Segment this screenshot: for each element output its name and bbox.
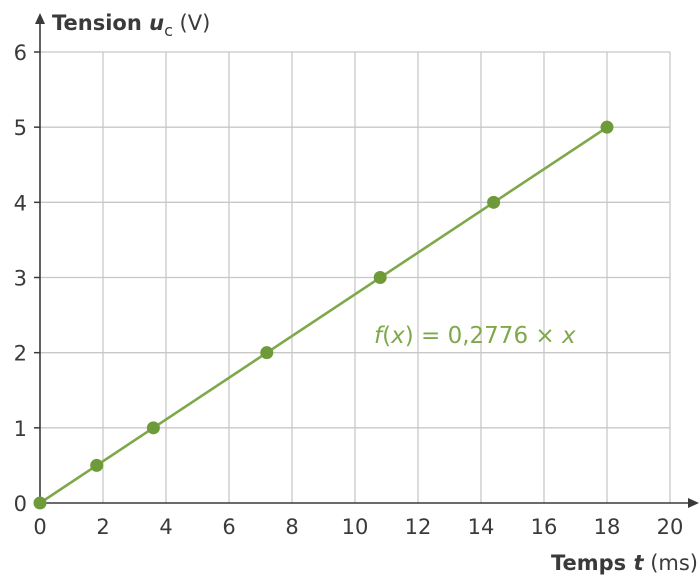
equation-close-paren: ) (405, 323, 414, 349)
x-axis-unit: (ms) (644, 551, 698, 575)
y-axis-title-text: Tension (52, 11, 149, 35)
x-tick-label: 18 (594, 515, 621, 539)
data-points (33, 120, 614, 510)
y-tick-label: 2 (14, 342, 27, 366)
data-point (373, 271, 387, 284)
x-tick-label: 12 (405, 515, 432, 539)
data-point (600, 120, 614, 134)
y-axis-subscript: c (164, 21, 173, 40)
x-tick-label: 20 (657, 515, 684, 539)
data-point (33, 496, 47, 510)
y-axis-arrow (35, 13, 45, 24)
equation-rest: = 0,2776 × (414, 323, 562, 349)
fit-line-group (38, 126, 609, 505)
x-axis-title-text: Temps (551, 551, 634, 575)
data-point (260, 346, 274, 360)
equation-f: f (374, 323, 385, 349)
fit-equation: f(x) = 0,2776 × x (374, 323, 576, 349)
y-tick-label: 0 (14, 492, 27, 516)
fit-line (38, 126, 609, 505)
x-axis-title: Temps t (ms) (551, 551, 698, 575)
axes (34, 13, 699, 509)
x-tick-label: 10 (342, 515, 369, 539)
y-tick-label: 3 (14, 267, 27, 291)
x-tick-label: 4 (159, 515, 172, 539)
data-point (90, 458, 104, 472)
y-axis-title: Tension uc (V) (52, 11, 210, 40)
data-point (146, 421, 160, 435)
y-tick-label: 4 (14, 191, 27, 215)
equation-x2: x (561, 323, 576, 349)
x-tick-label: 16 (531, 515, 558, 539)
x-axis-variable: t (633, 551, 644, 575)
y-axis-variable: u (149, 11, 164, 35)
x-tick-label: 8 (285, 515, 298, 539)
y-tick-label: 1 (14, 417, 27, 441)
y-tick-label: 6 (14, 41, 27, 65)
data-point (487, 195, 501, 209)
equation-x1: x (390, 323, 405, 349)
y-axis-unit: (V) (173, 11, 210, 35)
grid (40, 51, 671, 503)
x-tick-label: 6 (222, 515, 235, 539)
y-tick-label: 5 (14, 116, 27, 140)
x-tick-label: 0 (33, 515, 46, 539)
x-tick-label: 14 (468, 515, 495, 539)
equation-open-paren: ( (382, 323, 391, 349)
x-axis-arrow (688, 498, 699, 508)
x-tick-label: 2 (96, 515, 109, 539)
